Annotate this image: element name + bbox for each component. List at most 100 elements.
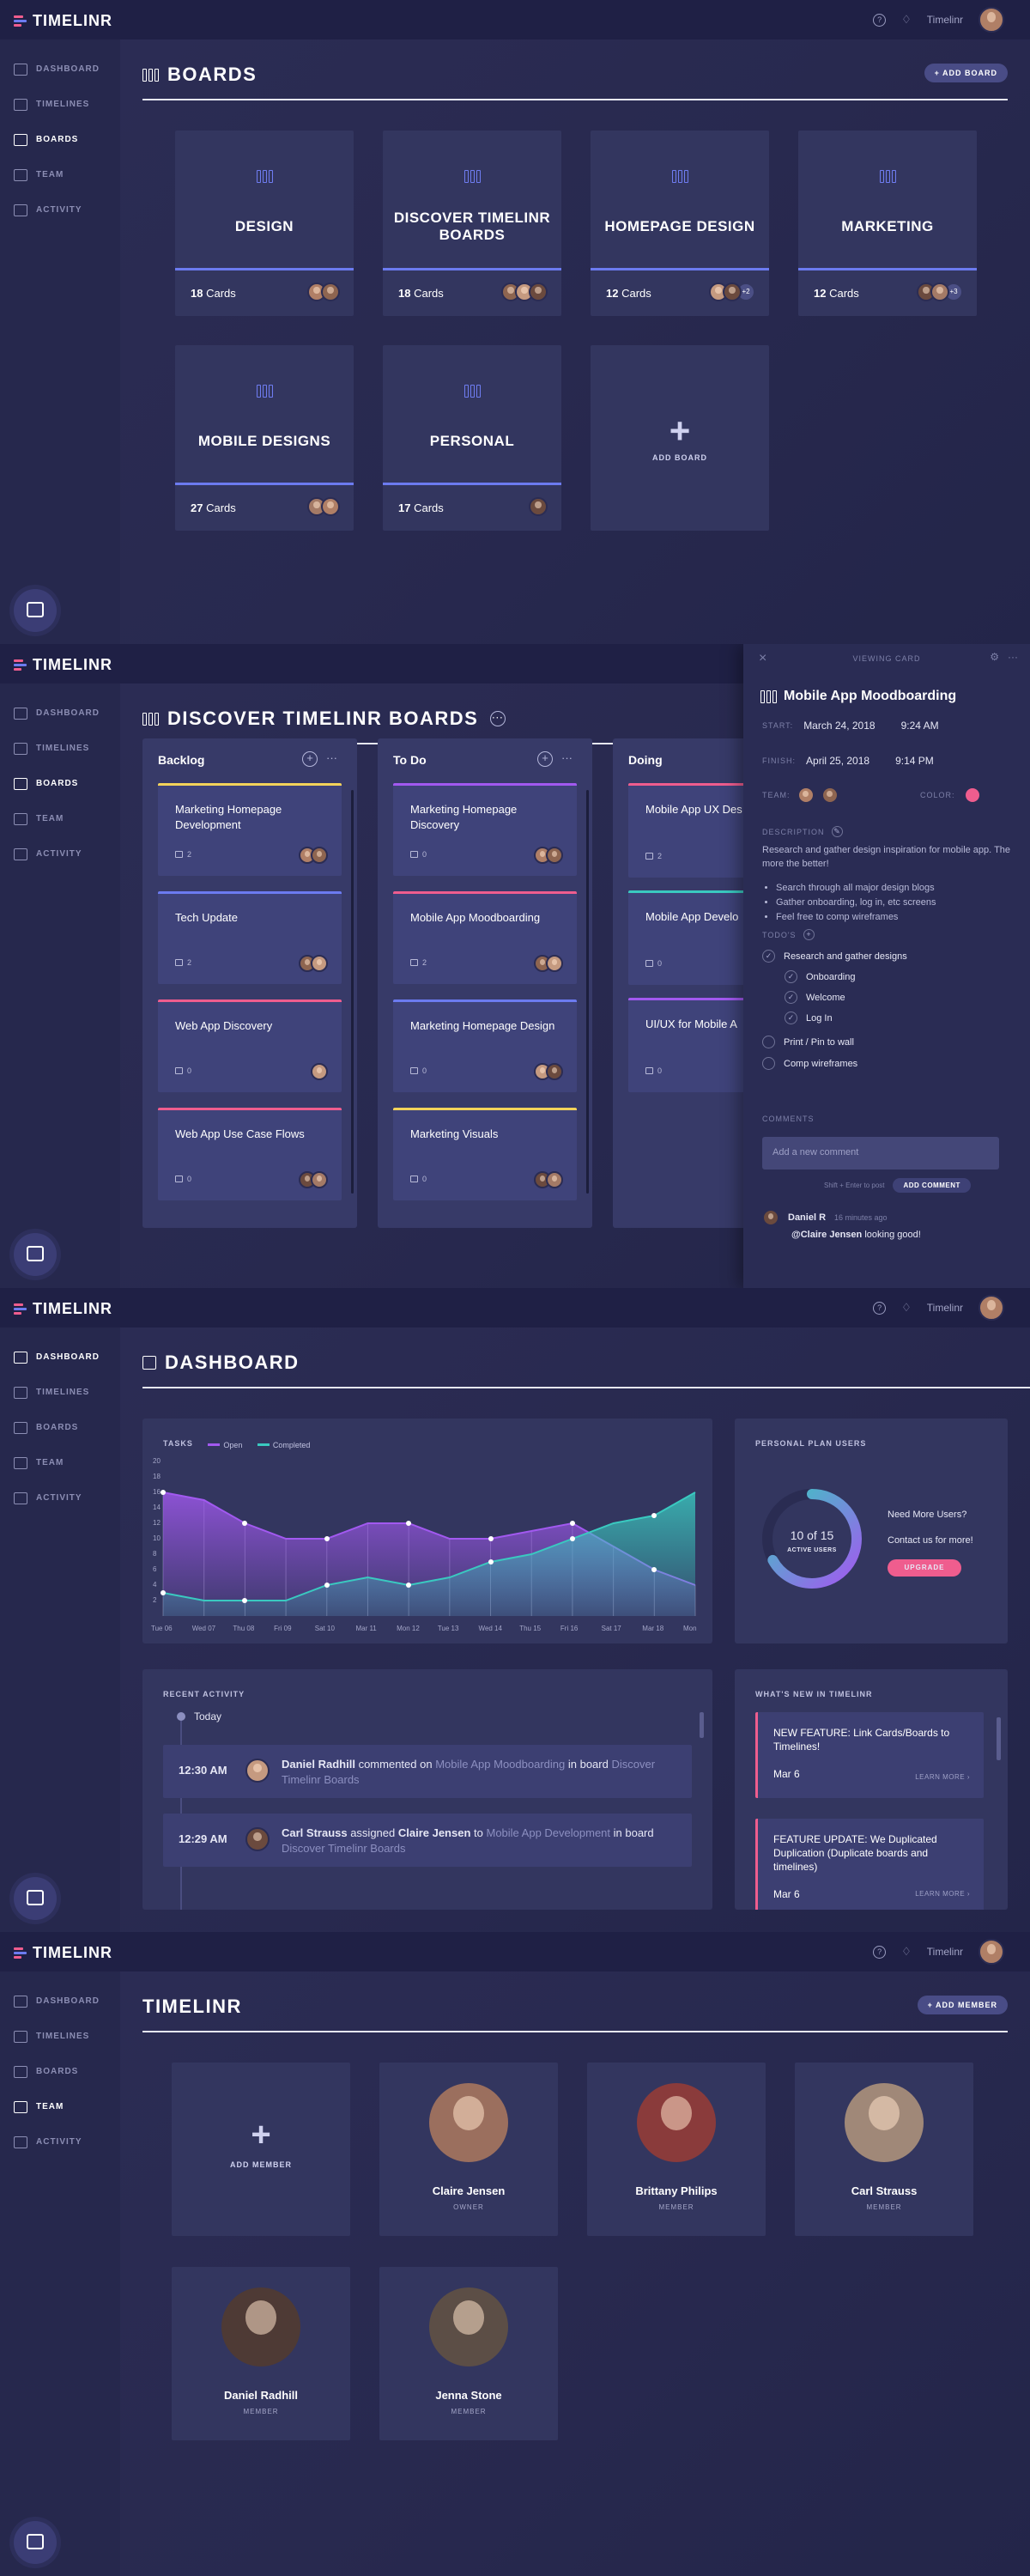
add-member-card[interactable]: + ADD MEMBER bbox=[172, 2063, 350, 2236]
nav-item-activity[interactable]: ACTIVITY bbox=[0, 192, 120, 228]
member-avatar[interactable] bbox=[546, 955, 563, 972]
member-avatar[interactable] bbox=[797, 787, 815, 804]
bell-icon[interactable]: ♢ bbox=[901, 1301, 912, 1314]
nav-item-boards[interactable]: BOARDS bbox=[0, 766, 120, 801]
member-card[interactable]: Claire Jensen OWNER bbox=[379, 2063, 558, 2236]
user-name[interactable]: Timelinr bbox=[926, 14, 963, 26]
user-avatar[interactable] bbox=[978, 7, 1004, 33]
task-card[interactable]: Marketing Visuals 0 bbox=[393, 1108, 577, 1200]
member-card[interactable]: Jenna Stone MEMBER bbox=[379, 2267, 558, 2440]
member-avatar[interactable] bbox=[930, 283, 949, 301]
checked-icon[interactable]: ✓ bbox=[762, 950, 775, 963]
nav-item-dashboard[interactable]: DASHBOARD bbox=[0, 696, 120, 731]
legend-open[interactable]: Open bbox=[208, 1441, 242, 1449]
task-card[interactable]: Marketing Homepage Development 2 bbox=[158, 783, 342, 876]
todo-item[interactable]: ✓ Welcome bbox=[785, 991, 845, 1004]
more-icon[interactable]: ··· bbox=[326, 751, 337, 764]
nav-item-boards[interactable]: BOARDS bbox=[0, 2054, 120, 2089]
nav-item-team[interactable]: TEAM bbox=[0, 157, 120, 192]
learn-more-link[interactable]: LEARN MORE › bbox=[915, 1890, 970, 1898]
nav-item-boards[interactable]: BOARDS bbox=[0, 1410, 120, 1445]
board-card[interactable]: PERSONAL 17 Cards bbox=[383, 345, 561, 531]
bell-icon[interactable]: ♢ bbox=[901, 13, 912, 26]
board-card[interactable]: DESIGN 18 Cards bbox=[175, 131, 354, 316]
nav-item-timelines[interactable]: TIMELINES bbox=[0, 2019, 120, 2054]
add-board-card[interactable]: + ADD BOARD bbox=[591, 345, 769, 531]
member-avatar[interactable] bbox=[311, 847, 328, 864]
add-member-button[interactable]: + ADD MEMBER bbox=[917, 1996, 1008, 2014]
member-avatar[interactable] bbox=[321, 283, 340, 301]
todo-item[interactable]: ✓ Log In bbox=[785, 1012, 833, 1024]
member-avatar[interactable] bbox=[529, 497, 548, 516]
checked-icon[interactable]: ✓ bbox=[785, 991, 797, 1004]
member-avatar[interactable] bbox=[546, 1063, 563, 1080]
member-avatar[interactable] bbox=[845, 2083, 924, 2162]
data-point[interactable] bbox=[569, 1521, 575, 1526]
nav-item-boards[interactable]: BOARDS bbox=[0, 122, 120, 157]
task-card[interactable]: Tech Update 2 bbox=[158, 891, 342, 984]
todo-item[interactable]: Print / Pin to wall bbox=[762, 1036, 854, 1048]
add-comment-button[interactable]: ADD COMMENT bbox=[893, 1178, 971, 1193]
unchecked-icon[interactable] bbox=[762, 1057, 775, 1070]
more-icon[interactable]: ··· bbox=[561, 751, 573, 764]
start-time[interactable]: 9:24 AM bbox=[900, 720, 939, 732]
task-card[interactable]: Web App Use Case Flows 0 bbox=[158, 1108, 342, 1200]
add-task-icon[interactable]: + bbox=[302, 751, 318, 767]
data-point[interactable] bbox=[161, 1490, 166, 1495]
data-point[interactable] bbox=[161, 1590, 166, 1595]
todo-item[interactable]: ✓ Research and gather designs bbox=[762, 950, 907, 963]
checked-icon[interactable]: ✓ bbox=[785, 970, 797, 983]
data-point[interactable] bbox=[324, 1536, 330, 1541]
column-scrollbar[interactable] bbox=[586, 790, 589, 1194]
unchecked-icon[interactable] bbox=[762, 1036, 775, 1048]
close-icon[interactable]: × bbox=[759, 651, 767, 665]
bell-icon[interactable]: ♢ bbox=[901, 1945, 912, 1958]
data-point[interactable] bbox=[324, 1583, 330, 1588]
member-card[interactable]: Daniel Radhill MEMBER bbox=[172, 2267, 350, 2440]
data-point[interactable] bbox=[406, 1583, 412, 1588]
task-card[interactable]: Marketing Homepage Discovery 0 bbox=[393, 783, 577, 876]
chat-button[interactable] bbox=[14, 1233, 57, 1276]
nav-item-activity[interactable]: ACTIVITY bbox=[0, 2124, 120, 2160]
data-point[interactable] bbox=[242, 1521, 248, 1526]
nav-item-timelines[interactable]: TIMELINES bbox=[0, 87, 120, 122]
data-point[interactable] bbox=[488, 1559, 494, 1564]
nav-item-timelines[interactable]: TIMELINES bbox=[0, 731, 120, 766]
chat-button[interactable] bbox=[14, 1877, 57, 1920]
settings-icon[interactable]: ⚙ bbox=[990, 651, 999, 663]
chat-button[interactable] bbox=[14, 589, 57, 632]
nav-item-activity[interactable]: ACTIVITY bbox=[0, 836, 120, 872]
question-icon[interactable]: ? bbox=[873, 1945, 887, 1959]
user-name[interactable]: Timelinr bbox=[926, 1946, 963, 1958]
task-card[interactable]: Marketing Homepage Design 0 bbox=[393, 999, 577, 1092]
comment-input[interactable]: Add a new comment bbox=[762, 1137, 999, 1170]
activity-scrollbar[interactable] bbox=[700, 1712, 704, 1738]
add-board-button[interactable]: + ADD BOARD bbox=[924, 64, 1008, 82]
finish-date[interactable]: April 25, 2018 bbox=[806, 755, 870, 767]
data-point[interactable] bbox=[406, 1521, 412, 1526]
question-icon[interactable]: ? bbox=[873, 1301, 887, 1315]
data-point[interactable] bbox=[569, 1536, 575, 1541]
contact-text[interactable]: Contact us for more! bbox=[888, 1535, 973, 1546]
question-icon[interactable]: ? bbox=[873, 13, 887, 27]
board-more-button[interactable]: ··· bbox=[490, 711, 506, 726]
member-avatar[interactable] bbox=[429, 2287, 508, 2366]
board-card[interactable]: DISCOVER TIMELINR BOARDS 18 Cards bbox=[383, 131, 561, 316]
member-avatar[interactable] bbox=[221, 2287, 300, 2366]
learn-more-link[interactable]: LEARN MORE › bbox=[915, 1773, 970, 1781]
user-avatar[interactable] bbox=[978, 1939, 1004, 1965]
data-point[interactable] bbox=[651, 1567, 657, 1572]
app-logo[interactable]: TIMELINR bbox=[14, 12, 112, 30]
nav-item-dashboard[interactable]: DASHBOARD bbox=[0, 52, 120, 87]
member-avatar[interactable] bbox=[637, 2083, 716, 2162]
board-card[interactable]: HOMEPAGE DESIGN 12 Cards +2 bbox=[591, 131, 769, 316]
nav-item-team[interactable]: TEAM bbox=[0, 2089, 120, 2124]
member-avatar[interactable] bbox=[429, 2083, 508, 2162]
legend-completed[interactable]: Completed bbox=[257, 1441, 310, 1449]
member-avatar[interactable] bbox=[723, 283, 742, 301]
member-avatar[interactable] bbox=[821, 787, 839, 804]
color-swatch[interactable] bbox=[965, 788, 979, 802]
member-avatar[interactable] bbox=[762, 1209, 779, 1226]
todo-item[interactable]: ✓ Onboarding bbox=[785, 970, 856, 983]
add-task-icon[interactable]: + bbox=[537, 751, 553, 767]
